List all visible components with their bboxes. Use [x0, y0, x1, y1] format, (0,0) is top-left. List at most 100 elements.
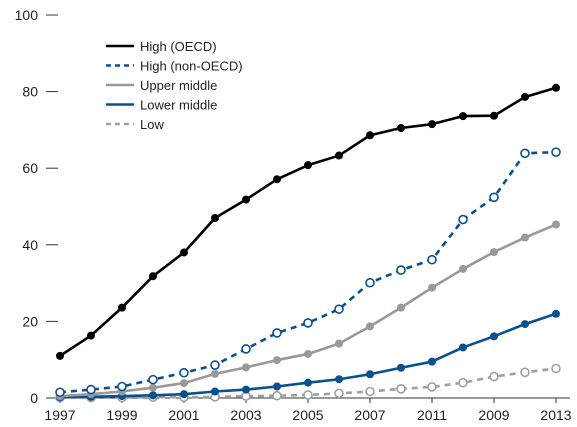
data-point [117, 381, 127, 392]
data-point [552, 83, 560, 92]
data-point [428, 357, 436, 366]
data-point [86, 384, 96, 395]
data-point [490, 111, 498, 120]
legend: High (OECD) High (non-OECD) Upper middle Lo… [106, 39, 243, 132]
data-point [520, 367, 530, 378]
y-tick-label: 20 [22, 313, 38, 329]
data-point [366, 370, 374, 379]
data-point [521, 320, 529, 329]
data-point [149, 383, 157, 392]
data-point [242, 363, 250, 372]
y-tick-label: 60 [22, 160, 38, 176]
data-point [334, 304, 344, 314]
data-point [180, 379, 188, 388]
data-point [56, 351, 64, 360]
data-point [490, 248, 498, 257]
data-point [365, 277, 375, 288]
data-point [489, 371, 499, 382]
data-point [365, 386, 375, 397]
data-point [428, 120, 436, 129]
plot-area [55, 83, 561, 403]
data-point [396, 384, 406, 394]
data-point [397, 303, 405, 312]
data-point [521, 233, 529, 242]
data-point [366, 131, 374, 140]
data-point [211, 369, 219, 378]
data-point [273, 175, 281, 184]
data-point [149, 272, 157, 281]
legend-label: High (non-OECD) [140, 59, 243, 74]
data-point [335, 151, 343, 160]
data-point [334, 388, 344, 399]
data-point [366, 322, 374, 331]
data-point [459, 343, 467, 352]
legend-label: Lower middle [140, 98, 217, 113]
data-point [210, 360, 220, 370]
data-point [149, 391, 157, 400]
x-tick-label: 1999 [106, 407, 137, 423]
data-point [551, 363, 561, 374]
y-tick-label: 40 [22, 237, 38, 253]
data-point [551, 147, 561, 157]
data-point [459, 264, 467, 273]
x-tick-label: 2005 [292, 407, 323, 423]
data-point [397, 123, 405, 132]
x-tick-label: 2007 [354, 407, 385, 423]
x-tick-label: 2003 [230, 407, 261, 423]
data-point [304, 378, 312, 387]
data-point [242, 385, 250, 394]
data-point [427, 254, 437, 265]
data-point [55, 387, 65, 398]
series-line [59, 150, 557, 394]
series-line [59, 86, 557, 357]
data-point [428, 283, 436, 292]
x-tick-label: 2011 [417, 407, 447, 423]
data-point [459, 112, 467, 121]
data-point [148, 374, 158, 385]
legend-label: Low [140, 117, 164, 132]
data-point [273, 356, 281, 365]
data-point [458, 214, 468, 225]
data-point [211, 213, 219, 222]
data-point [304, 349, 312, 358]
x-tick-label: 2013 [540, 407, 571, 423]
data-point [335, 339, 343, 348]
y-tick-label: 100 [15, 7, 39, 23]
data-point [272, 390, 282, 401]
data-point [552, 220, 560, 229]
data-point [397, 363, 405, 372]
data-point [87, 331, 95, 340]
data-point [303, 318, 313, 328]
y-tick-label: 0 [30, 390, 38, 406]
data-point [273, 382, 281, 391]
data-point [180, 390, 188, 399]
data-point [303, 390, 313, 400]
data-point [179, 367, 189, 378]
data-point [489, 192, 499, 203]
data-point [242, 195, 250, 204]
data-point [520, 148, 530, 159]
data-point [180, 248, 188, 257]
data-point [304, 161, 312, 170]
data-point [552, 309, 560, 318]
data-point [211, 387, 219, 396]
x-tick-label: 2001 [168, 407, 199, 423]
data-point [241, 344, 251, 354]
y-tick-label: 80 [22, 84, 38, 100]
legend-label: Upper middle [140, 78, 217, 93]
data-point [490, 332, 498, 341]
data-point [427, 382, 437, 392]
data-point [118, 303, 126, 312]
data-point [396, 265, 406, 275]
series-line [60, 367, 557, 399]
data-point [458, 377, 468, 388]
legend-label: High (OECD) [140, 39, 217, 54]
data-point [521, 92, 529, 101]
axes: 0 20 40 60 80 100 1997 1999 2001 2003 2005 2007 2011… [15, 7, 572, 423]
data-point [335, 375, 343, 384]
series-line [59, 223, 557, 398]
x-tick-label: 1997 [44, 407, 75, 423]
x-tick-label: 2009 [478, 407, 509, 423]
data-point [272, 328, 282, 338]
